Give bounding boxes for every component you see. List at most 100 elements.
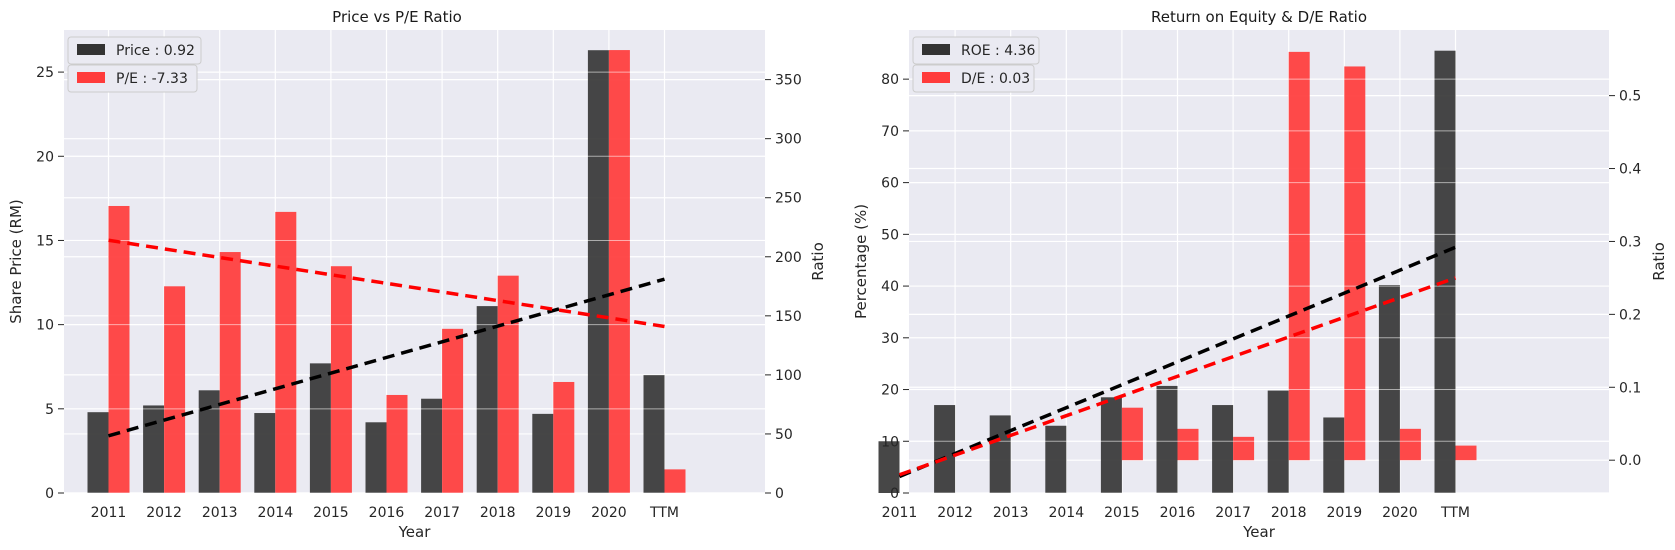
y-tick-label-right: 0.2: [1619, 307, 1641, 323]
x-tick-label: 2019: [535, 505, 571, 521]
bar-pe: [386, 394, 408, 493]
bar-price: [143, 405, 165, 493]
y-tick-label-left: 50: [881, 227, 899, 243]
bar-de: [1288, 51, 1310, 461]
plot-area: [909, 30, 1609, 493]
y-tick-label-left: 25: [36, 65, 54, 81]
y-tick-label-left: 0: [45, 486, 54, 502]
legend-label-de: D/E : 0.03: [961, 71, 1030, 87]
y-tick-label-right: 100: [775, 368, 802, 384]
bars: [878, 50, 1609, 494]
x-tick-label: 2014: [1048, 505, 1084, 521]
x-tick-label: 2019: [1326, 505, 1362, 521]
roe-de-chart: Return on Equity & D/E Ratio 0 10 20 30 40 50…: [852, 8, 1668, 541]
bar-roe: [1267, 390, 1289, 493]
y-tick-label-right: 350: [775, 73, 802, 89]
bar-pe: [275, 211, 297, 493]
y-tick-label-right: 0.0: [1619, 453, 1641, 469]
x-axis-label: Year: [398, 523, 432, 541]
bar-roe: [1212, 405, 1234, 493]
x-tick-label: 2012: [937, 505, 973, 521]
y-tick-label-left: 5: [45, 402, 54, 418]
x-tick-label: 2012: [146, 505, 182, 521]
y-tick-label-left: 80: [881, 72, 899, 88]
y-axis-label-left: Percentage (%): [852, 204, 870, 319]
y-tick-label-right: 300: [775, 132, 802, 148]
y-tick-label-right: 0.1: [1619, 380, 1641, 396]
bar-price: [476, 306, 498, 493]
y-tick-label-right: 200: [775, 250, 802, 266]
y-axis-label-right: Ratio: [1650, 242, 1668, 281]
bar-price: [532, 413, 554, 493]
bar-pe: [108, 205, 130, 493]
legend-label-roe: ROE : 4.36: [961, 43, 1035, 59]
bar-de: [1177, 428, 1199, 461]
y-tick-label-right: 150: [775, 309, 802, 325]
bar-pe: [608, 50, 630, 494]
bar-de: [1121, 407, 1143, 461]
bar-price: [587, 50, 609, 493]
tick-labels: 0 10 20 30 40 50 60 70 80 0.0 0.1 0.2 0.3 0.4 0.5 2011 2…: [881, 72, 1641, 521]
bar-price: [643, 375, 665, 493]
bars: [64, 50, 765, 494]
y-tick-label-right: 0.5: [1619, 89, 1641, 105]
x-tick-label: 2018: [480, 505, 516, 521]
x-axis-label: Year: [1242, 523, 1276, 541]
trendline-left: [898, 245, 1457, 479]
bar-de: [1233, 436, 1255, 461]
x-tick-label: 2011: [882, 505, 918, 521]
x-tick-label: TTM: [1440, 505, 1470, 521]
legend-label-price: Price : 0.92: [116, 43, 195, 59]
bar-pe: [442, 328, 464, 493]
legend-swatch-pe: [77, 72, 105, 83]
trendlines: [108, 238, 665, 438]
x-tick-label: 2015: [313, 505, 349, 521]
bar-de: [1399, 428, 1421, 461]
x-tick-label: 2017: [424, 505, 460, 521]
y-tick-label-right: 0: [775, 486, 784, 502]
bar-roe: [1378, 285, 1400, 493]
y-tick-label-left: 15: [36, 233, 54, 249]
price-pe-chart: Price vs P/E Ratio 051015202505010015020…: [7, 8, 827, 541]
bar-roe: [1156, 385, 1178, 493]
x-tick-label: 2016: [1160, 505, 1196, 521]
bar-roe: [989, 415, 1011, 493]
x-tick-label: 2016: [369, 505, 405, 521]
x-tick-label: 2014: [257, 505, 293, 521]
y-tick-label-left: 10: [36, 318, 54, 334]
trendline-right: [898, 276, 1457, 477]
y-tick-label-right: 0.3: [1619, 234, 1641, 250]
bar-price: [309, 363, 331, 493]
x-tick-label: 2020: [591, 505, 627, 521]
bar-roe: [1045, 425, 1067, 493]
legend: Price : 0.92 P/E : -7.33: [67, 36, 202, 93]
x-tick-label: 2020: [1382, 505, 1418, 521]
legend-swatch-roe: [922, 44, 950, 55]
y-tick-label-left: 60: [881, 176, 899, 192]
y-axis-label-right: Ratio: [809, 242, 827, 281]
x-tick-label: 2015: [1104, 505, 1140, 521]
bar-roe: [934, 405, 956, 493]
y-tick-label-right: 50: [775, 427, 793, 443]
y-tick-label-left: 20: [881, 383, 899, 399]
legend-label-pe: P/E : -7.33: [116, 71, 188, 87]
legend-box: [67, 36, 202, 65]
bar-roe: [1323, 417, 1345, 493]
x-tick-label: 2011: [91, 505, 127, 521]
bar-de: [1455, 445, 1477, 461]
bar-roe: [1434, 50, 1456, 493]
y-tick-label-left: 30: [881, 331, 899, 347]
bar-price: [198, 390, 220, 493]
bar-price: [254, 413, 276, 493]
bar-pe: [330, 266, 352, 493]
trendlines: [898, 245, 1457, 479]
y-tick-label-left: 0: [890, 486, 899, 502]
legend-box: [912, 36, 1040, 65]
bar-pe: [164, 286, 186, 493]
bar-price: [87, 412, 109, 493]
bar-price: [421, 398, 443, 493]
bar-pe: [219, 252, 241, 493]
legend: ROE : 4.36 D/E : 0.03: [912, 36, 1040, 93]
